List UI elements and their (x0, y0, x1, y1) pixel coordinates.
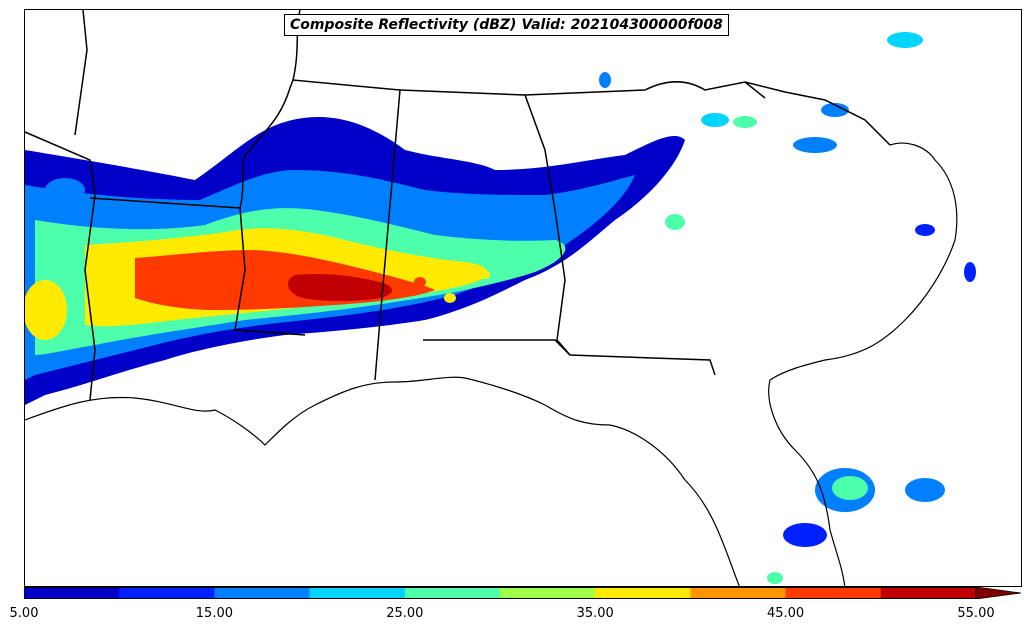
colorbar-bin (880, 587, 977, 599)
colorbar-tick-label: 25.00 (386, 606, 424, 621)
colorbar-tick-label: 5.00 (9, 606, 39, 621)
colorbar-bin (500, 587, 596, 599)
reflectivity-cell (905, 478, 945, 502)
colorbar-bin (214, 587, 311, 599)
reflectivity-cell (821, 103, 849, 117)
reflectivity-cell (665, 214, 685, 230)
colorbar-bin (404, 587, 501, 599)
map-panel (24, 9, 1022, 587)
map-canvas (25, 10, 976, 586)
coastline (25, 142, 958, 586)
colorbar-bin (309, 587, 406, 599)
reflectivity-cell (915, 224, 935, 236)
colorbar-bin (785, 587, 882, 599)
reflectivity-cell (832, 476, 868, 500)
colorbar-tick-label: 35.00 (576, 606, 614, 621)
reflectivity-field (25, 32, 976, 584)
reflectivity-cell (733, 116, 757, 128)
colorbar-tick-label: 45.00 (766, 606, 805, 621)
reflectivity-cell (45, 178, 85, 202)
reflectivity-cell (480, 271, 490, 279)
reflectivity-cell (793, 137, 837, 153)
reflectivity-cell (767, 572, 783, 584)
colorbar-border (24, 587, 977, 599)
state-borders (25, 10, 891, 401)
reflectivity-cell (25, 280, 67, 340)
reflectivity-cell (599, 72, 611, 88)
reflectivity-cell (887, 32, 923, 48)
reflectivity-core-55dbz (288, 273, 393, 301)
colorbar (24, 587, 1022, 599)
reflectivity-cell (444, 293, 456, 303)
colorbar-tick-label: 55.00 (957, 606, 995, 621)
reflectivity-cell (701, 113, 729, 127)
reflectivity-cell (414, 277, 426, 287)
map-title: Composite Reflectivity (dBZ) Valid: 2021… (284, 14, 729, 36)
colorbar-bin (24, 587, 120, 599)
colorbar-bin (595, 587, 691, 599)
colorbar-bin (119, 587, 215, 599)
colorbar-tick-label: 15.00 (195, 606, 233, 621)
reflectivity-cell (783, 523, 827, 547)
reflectivity-cell (964, 262, 976, 282)
colorbar-extend-arrow (975, 587, 1022, 599)
colorbar-bin (690, 587, 787, 599)
